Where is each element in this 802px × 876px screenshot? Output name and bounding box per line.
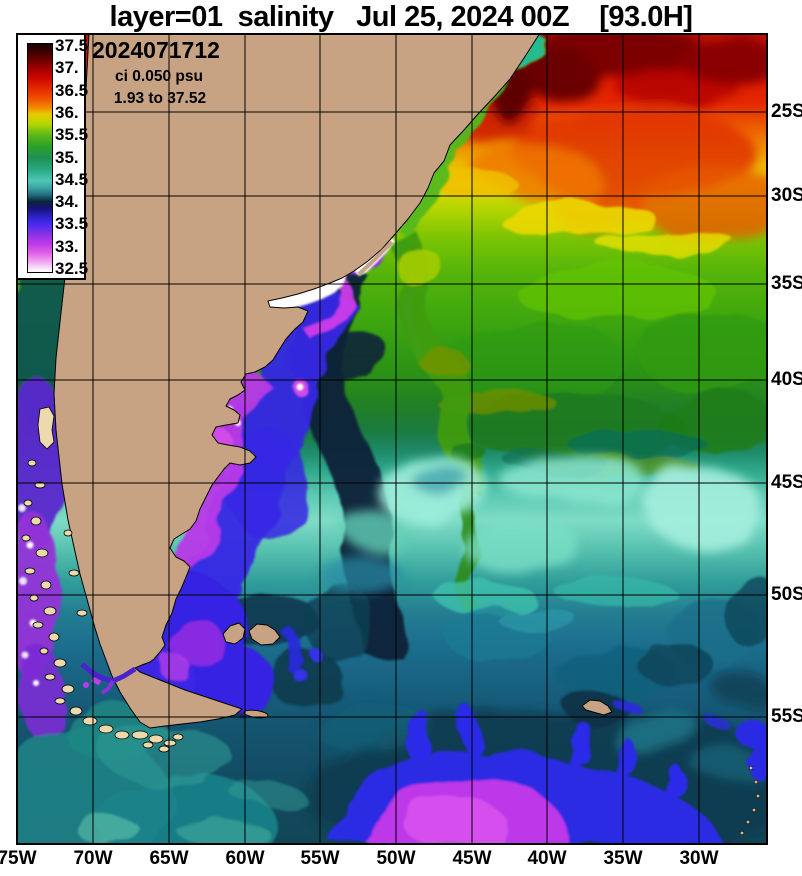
- lon-label: 50W: [376, 848, 416, 869]
- strait-channels: [80, 662, 137, 695]
- lon-label: 70W: [73, 848, 113, 869]
- lon-label: 35W: [603, 848, 643, 869]
- lat-label: 45S: [771, 472, 802, 493]
- map-border: [16, 33, 768, 845]
- colorbar-tick: 37.5: [55, 36, 89, 55]
- colorbar-tick: 34.: [55, 192, 79, 212]
- contour-interval-text: ci 0.050 psu: [115, 68, 203, 85]
- lat-label: 30S: [771, 185, 802, 206]
- lon-label: 30W: [679, 848, 719, 869]
- run-id-text: 2024071712: [92, 37, 220, 63]
- lon-label: 75W: [0, 848, 37, 869]
- lat-label: 55S: [771, 706, 802, 727]
- colorbar-legend: 37.5 37. 36.5 36. 35.5 35. 34.5 34. 33.5 33. 32.5: [16, 33, 89, 282]
- colorbar-tick: 36.5: [55, 80, 89, 100]
- page-title: layer=01 salinity Jul 25, 2024 00Z [93.0…: [109, 1, 693, 33]
- colorbar-tick: 33.5: [55, 214, 89, 234]
- lon-label: 55W: [300, 848, 340, 869]
- lon-label: 40W: [527, 848, 567, 869]
- landmass-south-america: [53, 33, 613, 729]
- colorbar-tick: 36.: [55, 102, 79, 122]
- salinity-map-svg: [16, 33, 768, 845]
- colorbar-tick: 35.: [55, 147, 79, 167]
- colorbar-tick: 37.: [55, 58, 79, 78]
- colorbar-tick: 35.5: [55, 125, 89, 145]
- colorbar-tick-labels: 37.5 37. 36.5 36. 35.5 35. 34.5 34. 33.5 33. 32.5: [55, 35, 89, 282]
- lat-label: 40S: [771, 369, 802, 390]
- island-archipelago: [21, 406, 184, 753]
- colorbar-tick: 34.5: [55, 169, 89, 189]
- lat-lon-gridlines: [16, 33, 768, 845]
- lon-label: 65W: [149, 848, 189, 869]
- colorbar-tick: 32.5: [55, 259, 89, 278]
- island-specks: [739, 765, 761, 836]
- colorbar-tick: 33.: [55, 236, 79, 256]
- lon-label: 45W: [452, 848, 492, 869]
- lat-label: 25S: [771, 101, 802, 122]
- lat-label: 35S: [771, 273, 802, 294]
- map-canvas: [16, 33, 768, 845]
- value-range-text: 1.93 to 37.52: [113, 90, 207, 107]
- lat-label: 50S: [771, 584, 802, 605]
- lon-label: 60W: [225, 848, 265, 869]
- colorbar-strip: [27, 43, 53, 273]
